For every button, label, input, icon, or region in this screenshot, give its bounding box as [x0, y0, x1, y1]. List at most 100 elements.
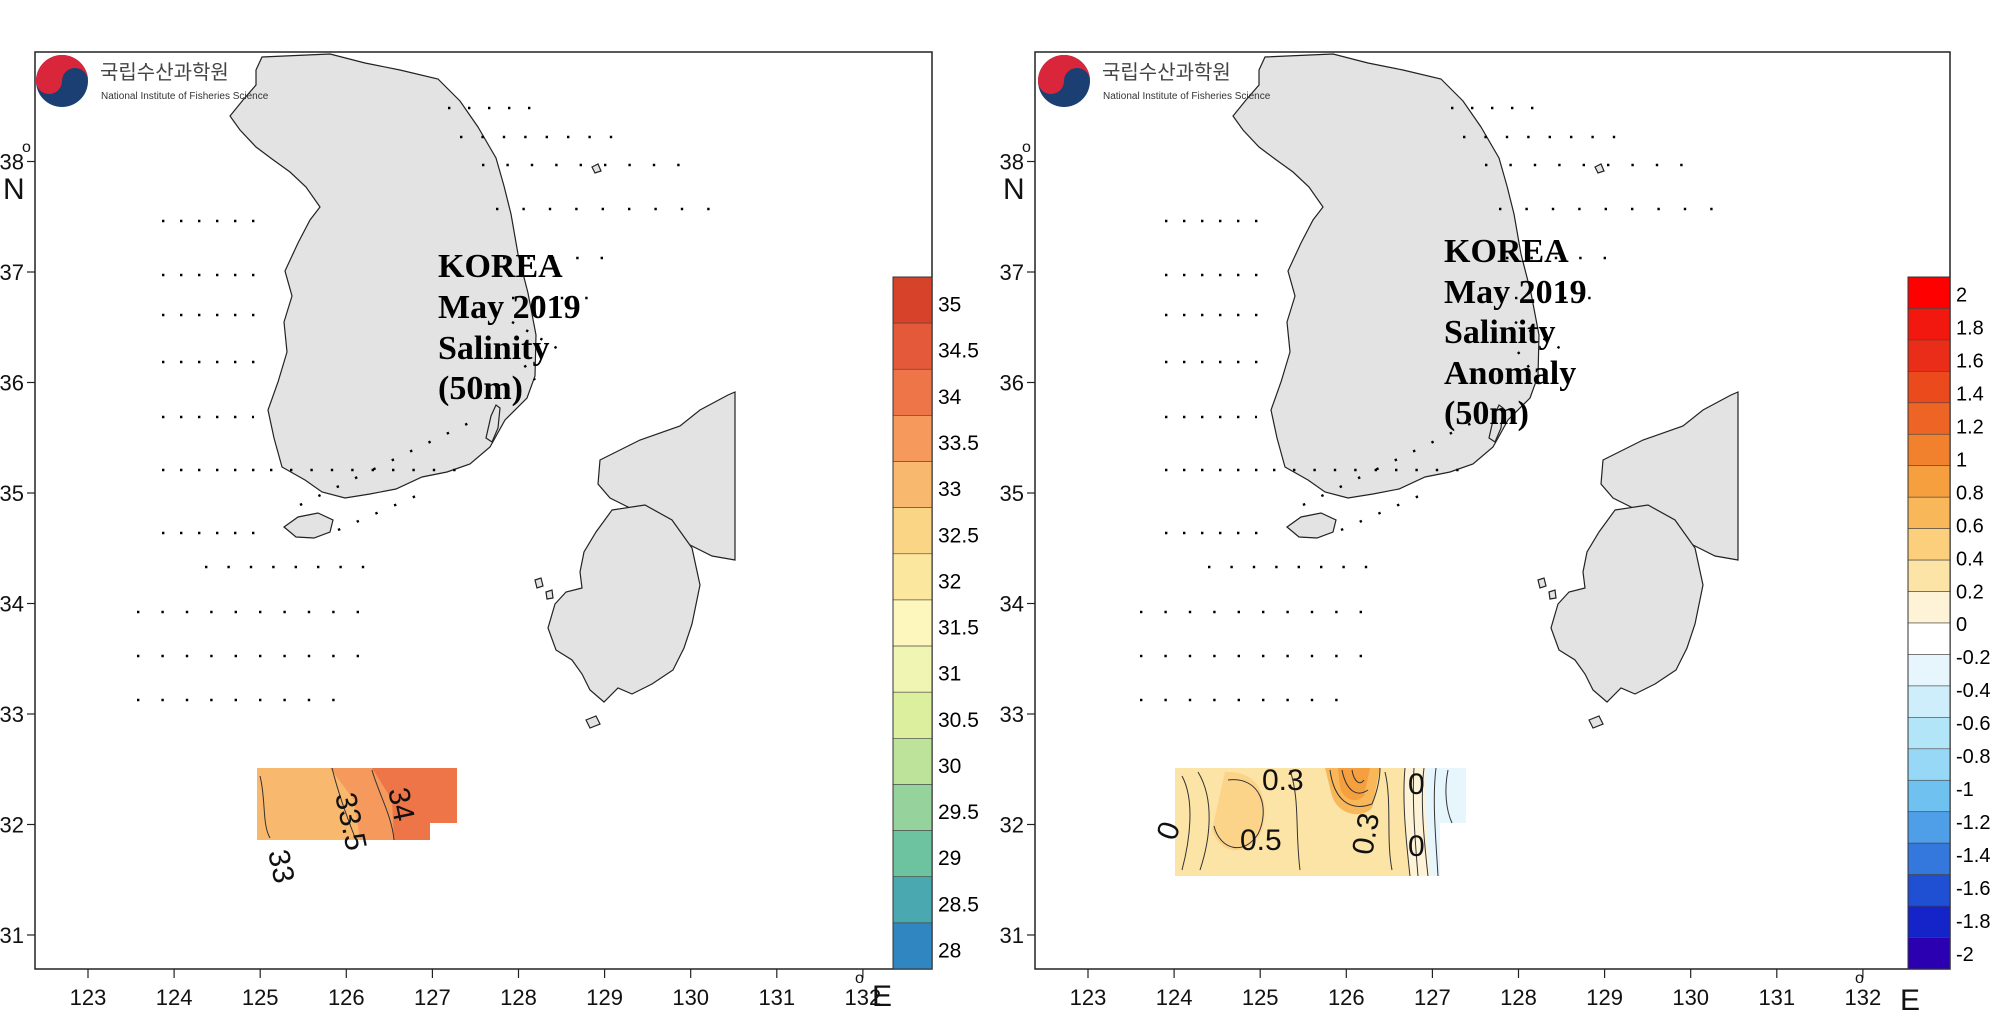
left-y-unit: N: [3, 173, 25, 206]
colorbar-swatch: [1907, 654, 1951, 687]
left-y-degree: o: [22, 139, 31, 156]
anomaly-colorbar: 2 1.8 1.6 1.4 1.2 1 0.8 0.6 0.4 0.2 0 -0.2 -0.4 -0.6 -…: [1907, 276, 1990, 970]
colorbar-swatch: [1907, 308, 1951, 341]
logo-english-text: National Institute of Fisheries Science: [101, 91, 269, 102]
colorbar-swatch: [1907, 402, 1951, 435]
x-tick-label: 129: [1586, 985, 1623, 1010]
colorbar-label: -0.6: [1956, 713, 1990, 735]
left-title-line-3: Salinity: [438, 330, 549, 367]
x-tick-label: 127: [1414, 985, 1451, 1010]
colorbar-swatch: [892, 553, 933, 601]
left-title-line-1: KOREA: [438, 248, 563, 285]
logo-korean-text-right: 국립수산과학원: [1102, 60, 1231, 84]
colorbar-label: 34: [938, 386, 962, 409]
y-tick-label: 34: [1000, 592, 1024, 617]
contour-label-0-b: 0: [1408, 830, 1425, 863]
colorbar-swatch: [892, 830, 933, 878]
colorbar-swatch: [892, 922, 933, 970]
left-x-degree: o: [855, 970, 864, 987]
right-title-line-2: May 2019: [1444, 274, 1587, 311]
colorbar-frame: [1907, 276, 1951, 970]
x-tick-label: 123: [70, 985, 107, 1010]
y-tick-label: 37: [1000, 260, 1024, 285]
colorbar-label: 0.4: [1956, 548, 1984, 570]
x-tick-label: 123: [1070, 985, 1107, 1010]
colorbar-swatch: [892, 876, 933, 924]
logo-korean-text: 국립수산과학원: [100, 60, 229, 84]
x-tick-label: 128: [500, 985, 537, 1010]
colorbar-label: -1.8: [1956, 911, 1990, 933]
x-tick-label: 131: [1758, 985, 1795, 1010]
colorbar-swatch: [892, 276, 933, 324]
right-title-line-1: KOREA: [1444, 233, 1569, 270]
colorbar-swatch: [892, 415, 933, 462]
left-map-title: KOREA May 2019 Salinity (50m): [438, 248, 581, 407]
x-tick-label: 129: [586, 985, 623, 1010]
contour-label-0-3-b: 0.3: [1346, 810, 1386, 857]
colorbar-swatch: [1907, 842, 1951, 875]
colorbar-label: 1.8: [1956, 318, 1984, 340]
y-tick-label: 35: [1000, 481, 1024, 506]
colorbar-label: 32: [938, 570, 961, 593]
colorbar-swatch: [1907, 276, 1951, 309]
colorbar-swatch: [1907, 779, 1951, 813]
y-tick-label: 32: [0, 813, 24, 838]
colorbar-label: 30.5: [938, 709, 979, 732]
y-tick-label: 35: [0, 481, 24, 506]
colorbar-label: 31.5: [938, 617, 979, 640]
colorbar-swatch: [1907, 496, 1951, 529]
colorbar-label: 33.5: [938, 432, 979, 455]
y-tick-label: 34: [0, 592, 24, 617]
salinity-field: [257, 767, 457, 841]
left-x-axis: 123 124 125 126 127 128 129 130 131 132: [70, 969, 881, 1010]
y-tick-label: 33: [0, 702, 24, 727]
right-map-title: KOREA May 2019 Salinity Anomaly (50m): [1444, 233, 1587, 432]
colorbar-swatch: [1907, 874, 1951, 907]
right-y-unit: N: [1003, 173, 1025, 206]
colorbar-label: 28: [938, 939, 961, 962]
left-title-line-2: May 2019: [438, 289, 581, 326]
colorbar-swatch: [892, 599, 933, 647]
contour-label-0-3-a: 0.3: [1262, 764, 1304, 797]
contour-label-34: 34: [381, 785, 420, 825]
colorbar-swatch: [1907, 559, 1951, 592]
colorbar-swatch: [1907, 371, 1951, 404]
colorbar-swatch: [892, 645, 933, 693]
colorbar-label: 33: [938, 478, 961, 501]
colorbar-label: 0.2: [1956, 581, 1984, 603]
colorbar-label: 1: [1956, 449, 1967, 471]
colorbar-swatch: [1907, 433, 1951, 467]
colorbar-label: -2: [1956, 944, 1974, 966]
colorbar-label: 1.4: [1956, 384, 1984, 406]
anomaly-field: [1175, 767, 1466, 877]
right-title-line-3: Salinity: [1444, 314, 1555, 351]
x-tick-label: 128: [1500, 985, 1537, 1010]
right-title-line-4: Anomaly: [1444, 355, 1576, 392]
colorbar-label: 34.5: [938, 340, 979, 363]
right-x-degree: o: [1855, 970, 1864, 987]
x-tick-label: 126: [1328, 985, 1365, 1010]
y-tick-label: 31: [1000, 923, 1024, 948]
x-tick-label: 125: [1242, 985, 1279, 1010]
colorbar-label: 2: [1956, 285, 1967, 307]
colorbar-swatch: [1907, 717, 1951, 750]
logo-english-text-right: National Institute of Fisheries Science: [1103, 91, 1271, 102]
x-tick-label: 125: [242, 985, 279, 1010]
y-tick-label: 38: [0, 150, 24, 175]
colorbar-swatch: [1907, 811, 1951, 844]
nifs-logo-right: 국립수산과학원 National Institute of Fisheries …: [1038, 55, 1271, 107]
colorbar-label: -1: [1956, 779, 1974, 801]
contour-label-33: 33: [261, 847, 300, 887]
colorbar-swatch: [892, 691, 933, 739]
contour-label-0-a: 0: [1408, 768, 1425, 801]
right-x-axis: 123 124 125 126 127 128 129 130 131 132: [1070, 969, 1881, 1010]
colorbar-frame: [892, 276, 933, 970]
colorbar-swatch: [1907, 339, 1951, 372]
y-tick-label: 38: [1000, 150, 1024, 175]
contour-label-0-5: 0.5: [1240, 824, 1282, 857]
colorbar-swatch: [892, 738, 933, 785]
colorbar-swatch: [1907, 937, 1951, 970]
salinity-map-panel: 33 33.5 34 KOREA May 2019 Salinity (50m)…: [0, 51, 979, 1013]
x-tick-label: 127: [414, 985, 451, 1010]
